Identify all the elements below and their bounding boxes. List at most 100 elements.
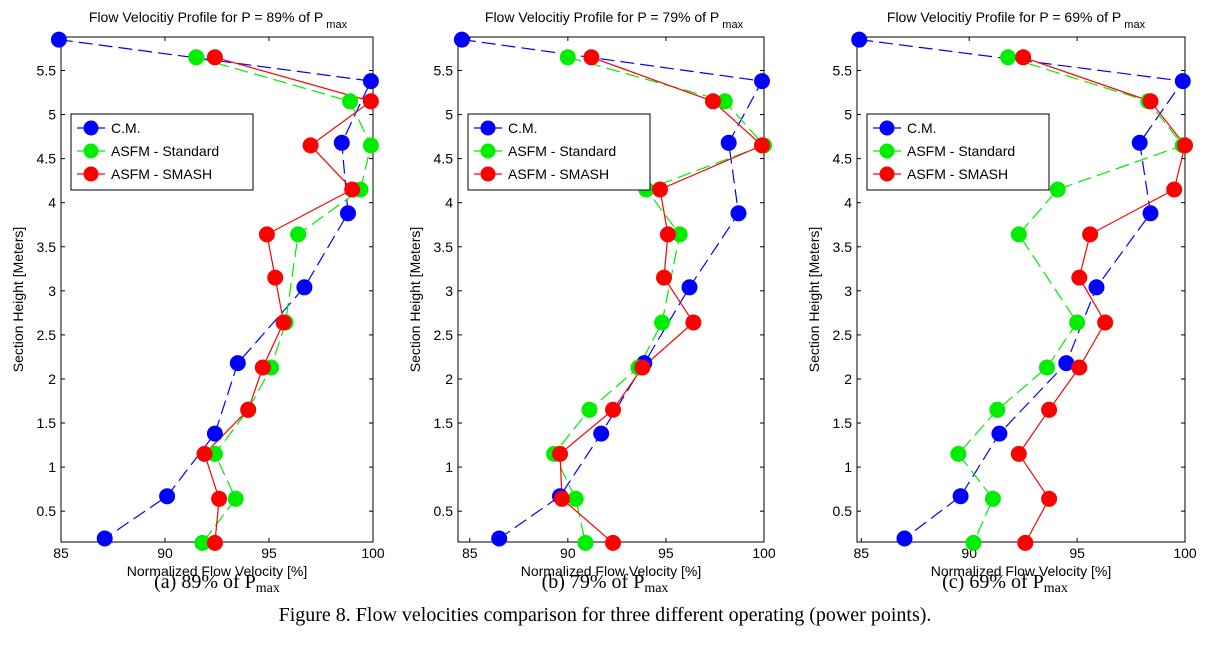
subfigure-caption-subscript: max bbox=[644, 581, 668, 596]
subfigure-caption-main: (c) 69% of P bbox=[942, 571, 1044, 593]
legend-label: ASFM - SMASH bbox=[508, 166, 609, 182]
x-axis-label: Normalized Flow Velocity [%] bbox=[521, 563, 702, 579]
chart-title-main: Flow Velocitiy Profile for P = 79% of P bbox=[485, 9, 719, 25]
data-point bbox=[1000, 49, 1017, 66]
y-tick-label: 4.5 bbox=[833, 151, 853, 167]
y-tick-label: 3.5 bbox=[833, 239, 853, 255]
x-tick-label: 85 bbox=[854, 545, 870, 561]
y-tick-label: 0.5 bbox=[833, 503, 853, 519]
y-tick-label: 4.5 bbox=[37, 151, 57, 167]
data-point bbox=[581, 401, 598, 418]
axes-box bbox=[856, 36, 1186, 543]
data-point bbox=[652, 181, 668, 198]
legend-label: C.M. bbox=[508, 120, 538, 136]
data-point bbox=[96, 530, 113, 547]
legend: C.M. ASFM - Standard ASFM - SMASH bbox=[866, 113, 1050, 191]
data-point bbox=[705, 93, 721, 110]
legend-marker bbox=[480, 120, 496, 136]
y-tick-label: 1.5 bbox=[37, 415, 57, 431]
data-point bbox=[296, 279, 313, 296]
legend-box bbox=[467, 113, 651, 191]
legend: C.M. ASFM - Standard ASFM - SMASH bbox=[467, 113, 651, 191]
data-point bbox=[227, 490, 244, 507]
y-tick-label: 5 bbox=[844, 107, 852, 123]
data-point bbox=[1041, 401, 1058, 418]
legend-box bbox=[70, 113, 254, 191]
data-point bbox=[754, 73, 770, 90]
chart-title-subscript: max bbox=[719, 19, 743, 31]
data-point bbox=[577, 534, 594, 551]
x-tick-label: 95 bbox=[1069, 545, 1085, 561]
data-point bbox=[659, 226, 676, 243]
subfigure-caption-main: (b) 79% of P bbox=[542, 571, 645, 593]
axes-box bbox=[457, 36, 765, 543]
y-tick-label: 1.5 bbox=[833, 415, 853, 431]
y-tick-label: 5.5 bbox=[434, 62, 454, 78]
legend-marker bbox=[879, 120, 895, 136]
data-point bbox=[1069, 314, 1086, 331]
data-point bbox=[1131, 134, 1148, 151]
data-point bbox=[1071, 359, 1088, 376]
data-point bbox=[290, 226, 307, 243]
y-tick-label: 4 bbox=[844, 195, 852, 211]
y-tick-label: 2.5 bbox=[37, 327, 57, 343]
x-tick-label: 95 bbox=[658, 545, 674, 561]
data-point bbox=[275, 314, 292, 331]
data-point bbox=[1041, 490, 1058, 507]
y-tick-label: 1 bbox=[48, 459, 56, 475]
legend-marker bbox=[879, 143, 895, 159]
data-point bbox=[1038, 359, 1055, 376]
y-tick-label: 4 bbox=[445, 195, 453, 211]
y-tick-label: 1 bbox=[445, 459, 453, 475]
data-point bbox=[681, 279, 698, 296]
legend-marker bbox=[83, 120, 99, 136]
data-point bbox=[552, 445, 568, 462]
data-point bbox=[206, 425, 223, 442]
data-point bbox=[952, 488, 969, 505]
data-point bbox=[302, 137, 319, 154]
y-tick-label: 2 bbox=[48, 371, 56, 387]
data-point bbox=[1097, 314, 1114, 331]
data-point bbox=[159, 488, 176, 505]
figure-caption: Figure 8. Flow velocities comparison for… bbox=[279, 604, 932, 626]
y-tick-label: 2 bbox=[844, 371, 852, 387]
data-point bbox=[593, 425, 610, 442]
data-point bbox=[342, 93, 359, 110]
legend-box bbox=[866, 113, 1050, 191]
chart-title-subscript: max bbox=[323, 19, 347, 31]
data-point bbox=[1142, 205, 1159, 222]
chart-title-subscript: max bbox=[1121, 19, 1145, 31]
legend-label: ASFM - Standard bbox=[111, 143, 219, 159]
series-line-c-m- bbox=[58, 39, 372, 539]
data-point bbox=[605, 534, 621, 551]
data-point bbox=[1177, 137, 1193, 154]
data-point bbox=[267, 269, 284, 286]
y-axis-label: Section Height [Meters] bbox=[407, 227, 423, 373]
data-point bbox=[206, 534, 223, 551]
y-tick-label: 2.5 bbox=[833, 327, 853, 343]
data-point bbox=[1174, 73, 1191, 90]
data-point bbox=[554, 490, 570, 507]
y-tick-label: 2.5 bbox=[434, 327, 454, 343]
y-tick-label: 0.5 bbox=[434, 503, 454, 519]
y-axis-label: Section Height [Meters] bbox=[806, 227, 822, 373]
legend-label: C.M. bbox=[111, 120, 141, 136]
y-axis-label: Section Height [Meters] bbox=[10, 227, 26, 373]
legend-marker bbox=[83, 143, 99, 159]
data-point bbox=[258, 226, 275, 243]
data-point bbox=[991, 425, 1008, 442]
data-point bbox=[491, 530, 508, 547]
legend-marker bbox=[83, 166, 99, 182]
series-line-asfm-smash bbox=[1018, 56, 1186, 544]
data-point bbox=[1049, 181, 1066, 198]
x-axis-label: Normalized Flow Velocity [%] bbox=[127, 563, 308, 579]
legend-marker bbox=[879, 166, 895, 182]
data-point bbox=[583, 49, 600, 66]
data-point bbox=[1010, 445, 1027, 462]
y-tick-label: 0.5 bbox=[37, 503, 57, 519]
y-tick-label: 5.5 bbox=[37, 62, 57, 78]
data-point bbox=[333, 134, 350, 151]
data-point bbox=[254, 359, 271, 376]
y-tick-label: 1 bbox=[844, 459, 852, 475]
